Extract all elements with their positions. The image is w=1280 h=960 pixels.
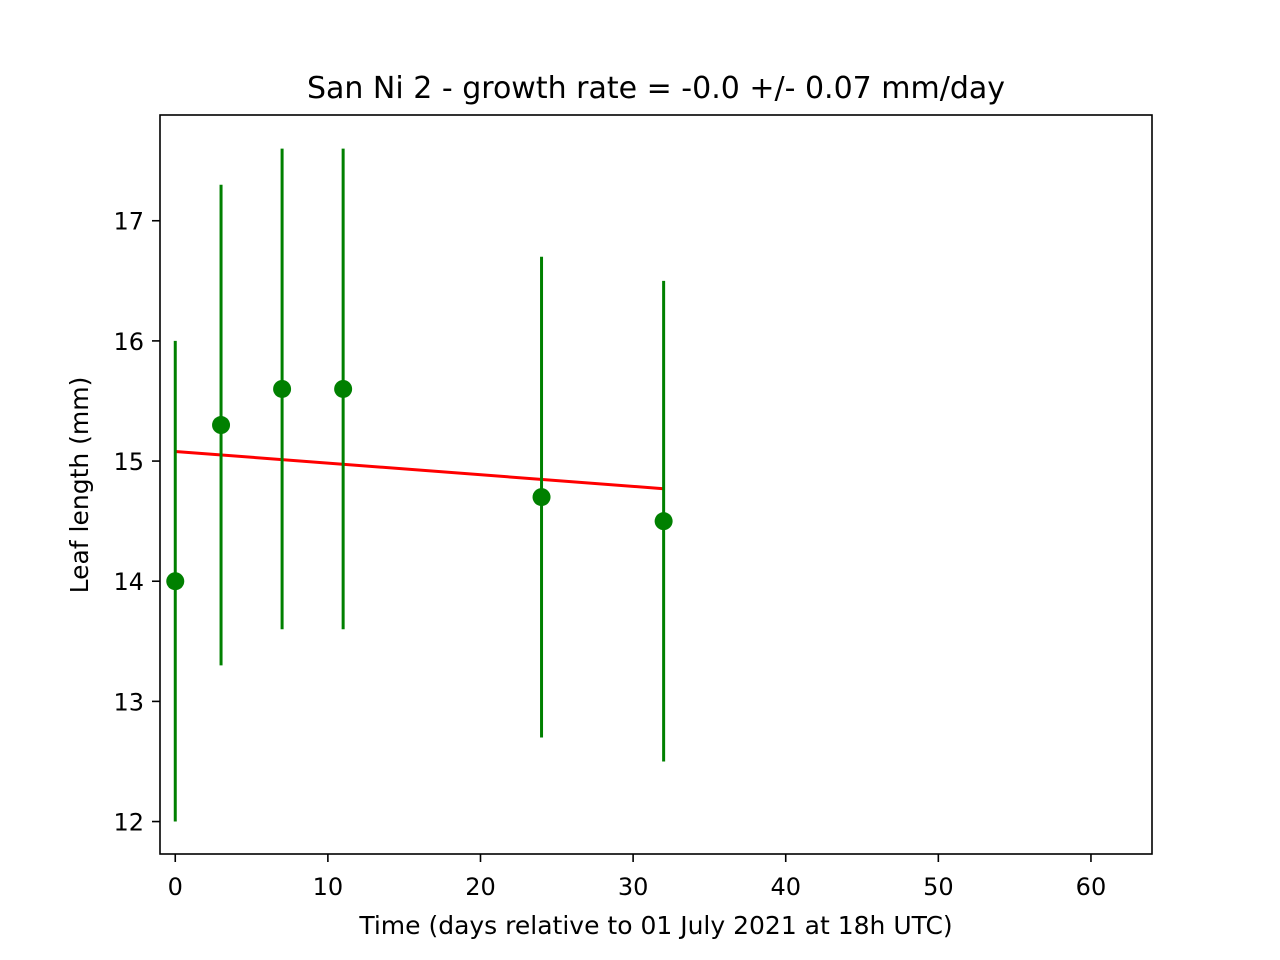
x-tick-label: 20	[465, 873, 496, 901]
data-point	[166, 572, 185, 591]
data-point	[273, 379, 292, 398]
y-tick-label: 13	[113, 688, 144, 716]
data-point	[212, 416, 231, 435]
fit-line	[175, 449, 664, 491]
y-tick-label: 12	[113, 809, 144, 837]
x-tick-label: 0	[168, 873, 183, 901]
x-tick-label: 60	[1076, 873, 1107, 901]
y-axis-ticks: 12 13 14 15 16 17	[113, 208, 160, 837]
x-tick-label: 30	[618, 873, 649, 901]
x-tick-label: 50	[923, 873, 954, 901]
data-point	[334, 379, 353, 398]
x-tick-label: 10	[313, 873, 344, 901]
data-point-layer	[166, 379, 673, 591]
y-tick-label: 14	[113, 568, 144, 596]
plot-frame	[159, 114, 1153, 855]
fit-line-layer	[175, 449, 664, 491]
x-axis-label: Time (days relative to 01 July 2021 at 1…	[358, 911, 952, 940]
x-axis-ticks: 0 10 20 30 40 50 60	[168, 854, 1107, 901]
y-tick-label: 17	[113, 208, 144, 236]
y-tick-label: 16	[113, 328, 144, 356]
data-point	[654, 512, 673, 531]
plot-area	[160, 115, 1152, 854]
x-tick-label: 40	[770, 873, 801, 901]
chart-title: San Ni 2 - growth rate = -0.0 +/- 0.07 m…	[307, 71, 1005, 106]
data-point	[532, 488, 551, 507]
y-axis-label: Leaf length (mm)	[65, 377, 94, 594]
y-tick-label: 15	[113, 448, 144, 476]
